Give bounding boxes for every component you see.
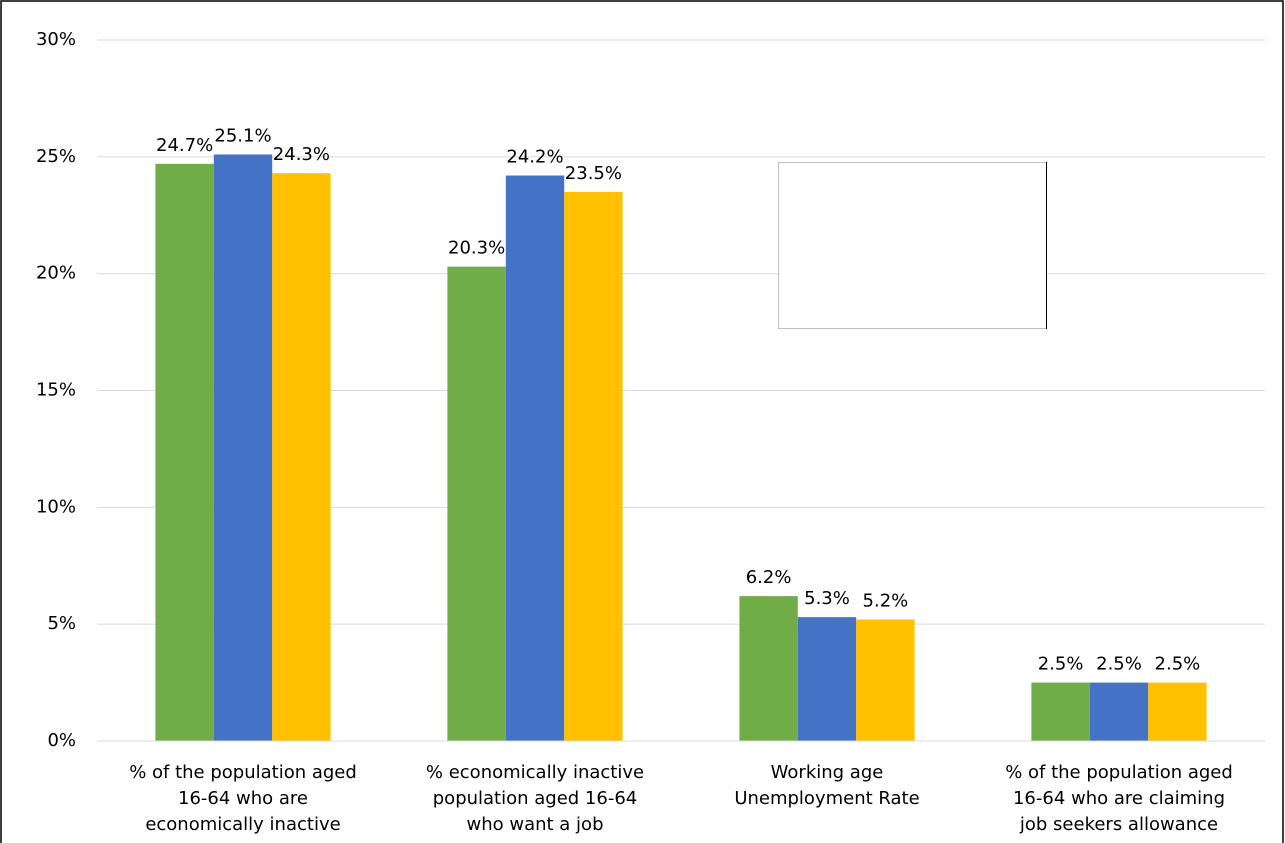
bar: [1148, 682, 1207, 741]
x-tick-label: 16-64 who are claiming: [1013, 788, 1225, 809]
y-tick-label: 30%: [36, 29, 76, 50]
x-tick-label: Working age: [771, 762, 884, 783]
y-tick-label: 5%: [47, 613, 76, 634]
bar: [213, 154, 273, 741]
data-label: 24.3%: [273, 144, 330, 165]
data-label: 23.5%: [565, 163, 622, 184]
y-tick-label: 20%: [36, 263, 76, 284]
x-tick-label: % of the population aged: [1005, 762, 1233, 783]
plot: 0% 5% 10% 15% 20% 25% 30% % of the population a…: [36, 29, 1265, 835]
data-label: 2.5%: [1155, 654, 1201, 675]
data-label: 24.7%: [156, 135, 213, 156]
bar: [1089, 682, 1149, 741]
bar: [797, 617, 857, 741]
bar: [272, 173, 331, 741]
bar: [564, 191, 623, 742]
x-tick-label: % economically inactive: [426, 762, 644, 783]
bar: [155, 163, 214, 742]
x-tick-label: % of the population aged: [129, 762, 357, 783]
bar: [739, 596, 798, 741]
data-label: 6.2%: [746, 567, 792, 588]
y-tick-label: 10%: [36, 496, 76, 517]
data-label: 5.3%: [804, 588, 850, 609]
data-label: 2.5%: [1096, 654, 1142, 675]
x-tick-label: economically inactive: [145, 814, 340, 835]
bar: [505, 175, 565, 741]
bar: [447, 266, 506, 741]
legend-box: [778, 162, 1047, 329]
x-tick-label: job seekers allowance: [1019, 814, 1218, 835]
data-label: 20.3%: [448, 238, 505, 259]
y-tick-label: 15%: [36, 380, 76, 401]
data-label: 2.5%: [1038, 654, 1084, 675]
x-tick-label: population aged 16-64: [433, 788, 638, 809]
x-tick-label: who want a job: [467, 814, 604, 835]
bar: [856, 619, 915, 741]
data-label: 25.1%: [214, 125, 271, 146]
y-tick-label: 25%: [36, 146, 76, 167]
data-label: 24.2%: [506, 147, 563, 168]
y-tick-label: 0%: [47, 730, 76, 751]
x-tick-label: Unemployment Rate: [734, 788, 919, 809]
x-tick-label: 16-64 who are: [178, 788, 308, 809]
bar: [1031, 682, 1090, 741]
data-label: 5.2%: [863, 590, 909, 611]
